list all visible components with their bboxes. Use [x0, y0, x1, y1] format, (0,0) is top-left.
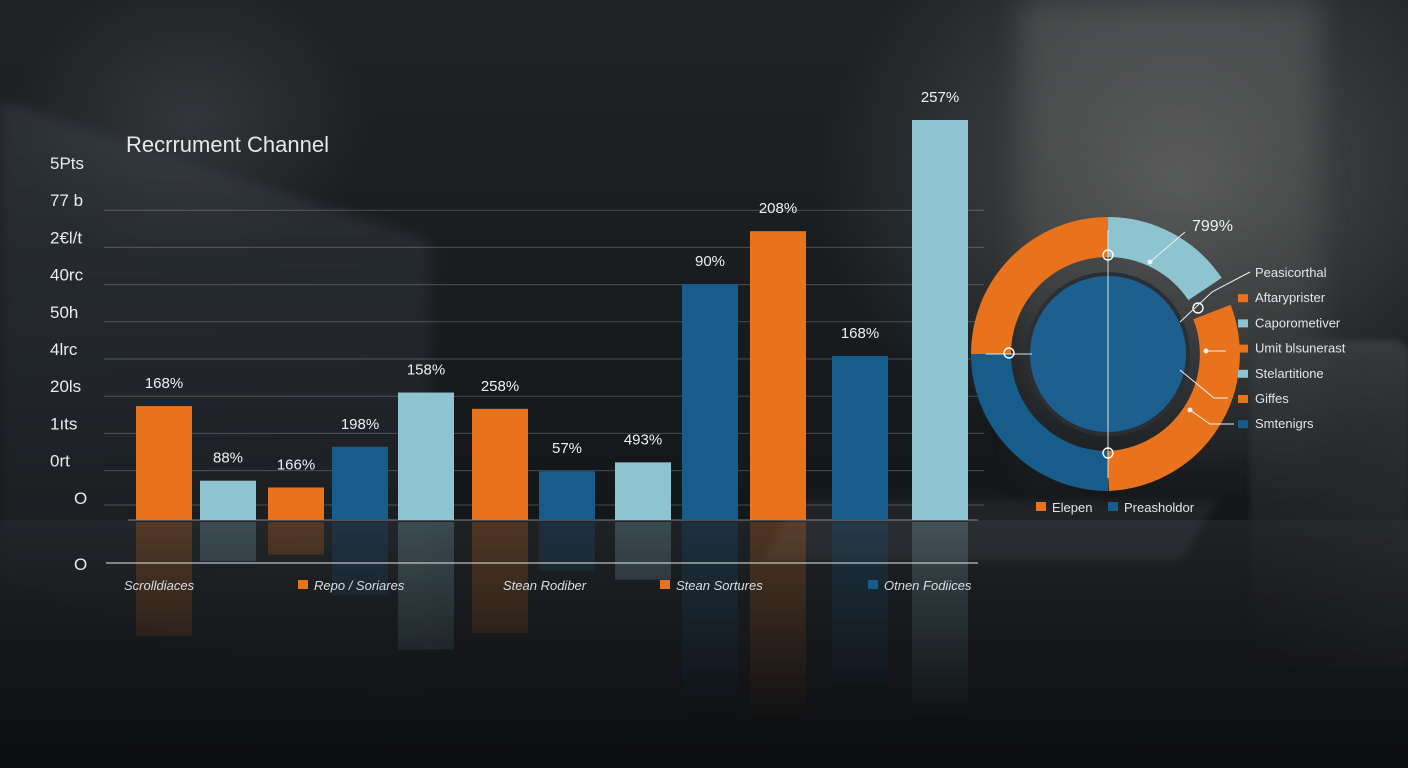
bar-reflection	[472, 522, 528, 634]
y-tick-label: 5Pts	[50, 154, 84, 173]
x-label-marker	[298, 580, 308, 589]
donut-callout-dot	[1187, 407, 1193, 413]
y-tick-label: 40rc	[50, 266, 84, 285]
bar-value-label: 166%	[277, 456, 315, 473]
donut-callout-line	[1189, 409, 1234, 425]
y-tick-label: 77 b	[50, 191, 83, 210]
bar-reflection	[332, 522, 388, 596]
y-tick-label: 50h	[50, 303, 78, 322]
bar	[682, 284, 738, 520]
y-tick-label: 20ls	[50, 377, 81, 396]
bar	[912, 119, 968, 520]
x-axis-label: Repo / Soriares	[314, 578, 405, 593]
bar-value-labels: 168% 88% 166% 198% 158% 258% 57% 493% 90% 208% 168…	[145, 89, 959, 473]
donut-callout-line	[1179, 369, 1228, 399]
bar-value-label: 493%	[624, 431, 662, 448]
bar	[268, 487, 324, 520]
bar-value-label: 168%	[841, 325, 879, 342]
legend-swatch	[1036, 502, 1046, 511]
donut-value-label: 799%	[1192, 218, 1233, 235]
legend-swatch	[1238, 369, 1248, 378]
bar-value-label: 90%	[695, 253, 725, 270]
donut-segment-orange-right	[1106, 304, 1240, 491]
bar-reflection	[750, 522, 806, 722]
donut-callout-dot	[1147, 259, 1153, 265]
y-tick-label: O	[74, 489, 87, 508]
donut-legend: Peasicorthal Aftaryprister Caporometiver Um…	[1238, 265, 1346, 431]
donut-marker	[1192, 302, 1204, 314]
bar	[398, 392, 454, 520]
bar-series	[128, 119, 978, 521]
bar-reflection	[268, 522, 324, 555]
donut-segment-blue	[971, 353, 1109, 491]
y-tick-label: 1ıts	[50, 414, 77, 433]
legend-label: Preasholdor	[1124, 500, 1195, 515]
bar-value-label: 258%	[481, 378, 519, 395]
bar-reflection	[912, 522, 968, 722]
bar	[136, 406, 192, 520]
legend-label: Caporometiver	[1255, 315, 1341, 330]
axis-zero-label: O	[74, 555, 87, 574]
legend-label: Elepen	[1052, 500, 1092, 515]
bar-reflection	[398, 522, 454, 650]
donut-callout-line	[1149, 231, 1186, 263]
bar-reflection	[136, 522, 192, 636]
bar	[200, 480, 256, 520]
legend-label: Stelartitione	[1255, 366, 1324, 381]
legend-label: Giffes	[1255, 391, 1289, 406]
bar-reflections	[136, 522, 968, 722]
legend-label: Smtenigrs	[1255, 416, 1314, 431]
x-axis-label: Scrolldiaces	[124, 578, 195, 593]
bar-value-label: 257%	[921, 89, 959, 106]
y-tick-label: 0rt	[50, 452, 70, 471]
donut-marker	[1102, 447, 1114, 459]
legend-swatch	[1238, 319, 1248, 328]
x-axis-label: Stean Rodiber	[503, 578, 587, 593]
bar	[750, 231, 806, 520]
x-label-marker	[868, 580, 878, 589]
bar-reflection	[832, 522, 888, 687]
donut-marker	[1102, 249, 1114, 261]
x-axis-label: Otnen Fodiices	[884, 578, 972, 593]
y-tick-label: 4lrc	[50, 340, 78, 359]
x-label-marker	[660, 580, 670, 589]
bar-reflection	[682, 522, 738, 722]
legend-swatch	[1238, 395, 1248, 403]
bar-value-label: 88%	[213, 450, 243, 467]
x-axis-labels: Scrolldiaces Repo / Soriares Stean Rodiber…	[124, 578, 972, 593]
donut-callout-line	[1179, 271, 1251, 323]
donut-segment-orange-left	[971, 217, 1109, 355]
bar-value-label: 57%	[552, 440, 582, 457]
legend-label: Umit blsunerast	[1255, 341, 1346, 356]
chart-title: Recrrument Channel	[126, 132, 329, 157]
bar-value-label: 158%	[407, 362, 445, 379]
y-tick-label: 2€l/t	[50, 228, 82, 247]
bar-reflection	[200, 522, 256, 562]
legend-swatch	[1238, 344, 1248, 353]
bar	[472, 408, 528, 520]
legend-swatch	[1108, 502, 1118, 511]
bar	[615, 462, 671, 520]
bar	[832, 355, 888, 520]
legend-label: Peasicorthal	[1255, 265, 1327, 280]
x-axis-label: Stean Sortures	[676, 578, 763, 593]
donut-callout-dot	[1203, 348, 1209, 354]
bar-reflection	[615, 522, 671, 580]
donut-chart: 799%	[971, 217, 1251, 491]
legend-swatch	[1238, 294, 1248, 303]
bar-value-label: 168%	[145, 375, 183, 392]
bar-value-label: 198%	[341, 416, 379, 433]
legend-label: Aftaryprister	[1255, 290, 1326, 305]
bar-value-label: 208%	[759, 200, 797, 217]
donut-bottom-legend: Elepen Preasholdor	[1036, 500, 1195, 515]
legend-swatch	[1238, 420, 1248, 429]
bar	[539, 471, 595, 520]
donut-marker	[1003, 347, 1015, 359]
bar	[332, 446, 388, 520]
